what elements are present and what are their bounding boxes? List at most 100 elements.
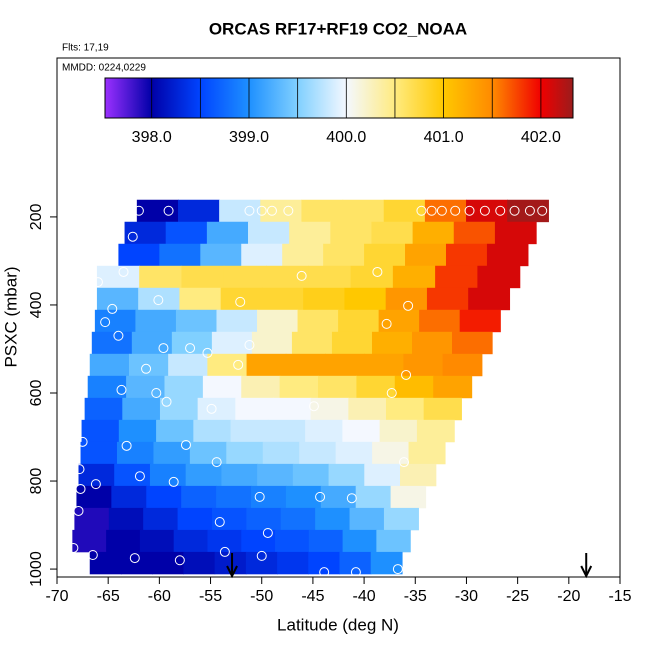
heat-cell <box>193 419 232 443</box>
heat-cell <box>81 419 120 443</box>
heat-cell <box>181 265 225 289</box>
x-tick-label: -70 <box>45 588 68 605</box>
heat-cell <box>378 309 420 333</box>
heat-cell <box>445 243 488 267</box>
x-tick-label: -60 <box>148 588 171 605</box>
heat-cell <box>423 397 462 421</box>
data-point <box>233 359 244 370</box>
data-point <box>450 205 461 216</box>
data-point <box>163 205 174 216</box>
data-point <box>426 205 437 216</box>
heat-cell <box>328 463 365 487</box>
data-point <box>495 205 506 216</box>
heat-cell <box>383 507 419 531</box>
heat-cell <box>315 507 351 531</box>
data-point <box>235 296 246 307</box>
heat-cell <box>139 265 183 289</box>
heat-cell <box>235 397 274 421</box>
heat-cell <box>330 221 373 245</box>
heat-cell <box>277 551 309 575</box>
colorbar-tick-label: 399.0 <box>229 129 269 146</box>
heat-cell <box>241 375 281 399</box>
heat-cell <box>72 529 107 553</box>
data-point <box>116 384 127 395</box>
heat-cell <box>376 529 411 553</box>
heat-cell <box>80 441 118 465</box>
colorbar-tick-label: 402.0 <box>521 129 561 146</box>
heat-cell <box>207 353 248 377</box>
heat-cell <box>299 441 337 465</box>
heat-cell <box>171 331 213 355</box>
heat-cell <box>118 243 160 267</box>
heat-cell <box>84 397 123 421</box>
data-point <box>153 295 164 306</box>
x-tick-label: -65 <box>97 588 120 605</box>
data-point <box>386 387 397 398</box>
data-point <box>68 542 79 553</box>
data-point <box>256 205 267 216</box>
heat-cell <box>385 287 428 311</box>
heat-cell <box>507 199 549 223</box>
data-point <box>308 401 319 412</box>
heat-cell <box>350 265 394 289</box>
data-point <box>118 266 129 277</box>
heat-cell <box>197 397 236 421</box>
data-point <box>100 317 111 328</box>
heat-cell <box>241 529 276 553</box>
heat-cell <box>468 287 511 311</box>
y-axis-label: PSXC (mbar) <box>1 266 20 367</box>
heat-cell <box>385 397 425 421</box>
arrow <box>226 553 238 579</box>
heat-cell <box>177 199 220 223</box>
heat-cell <box>152 551 185 575</box>
heat-cell <box>261 287 304 311</box>
heat-cell <box>124 221 167 245</box>
heat-cell <box>342 529 377 553</box>
heat-cell <box>118 419 157 443</box>
heat-cell <box>267 419 306 443</box>
heat-cell <box>453 221 496 245</box>
heat-cell <box>308 265 352 289</box>
heat-cell <box>139 529 175 553</box>
data-point <box>180 439 191 450</box>
heat-cell <box>370 551 403 575</box>
heat-cell <box>173 529 209 553</box>
x-tick-label: -30 <box>455 588 478 605</box>
data-point <box>134 471 145 482</box>
x-tick-label: -35 <box>404 588 427 605</box>
x-tick-label: -50 <box>250 588 273 605</box>
heat-cell <box>364 353 404 377</box>
heat-cell <box>111 485 147 509</box>
data-point <box>244 340 255 351</box>
data-point <box>509 205 520 216</box>
data-point <box>151 387 162 398</box>
x-tick-label: -45 <box>301 588 324 605</box>
heat-cell <box>435 265 479 289</box>
heat-cell <box>303 287 346 311</box>
heat-cell <box>331 331 373 355</box>
x-tick-label: -25 <box>506 588 529 605</box>
heat-cell <box>318 375 358 399</box>
heat-cell <box>159 243 201 267</box>
heat-cell <box>211 507 247 531</box>
heat-cell <box>74 507 110 531</box>
x-tick-label: -15 <box>608 588 631 605</box>
heat-cell <box>108 507 144 531</box>
heat-cell <box>339 551 372 575</box>
heat-cell <box>168 353 208 377</box>
data-point <box>315 491 326 502</box>
heat-cell <box>310 397 349 421</box>
heat-cell <box>179 287 222 311</box>
colorbar-tick-label: 401.0 <box>424 129 464 146</box>
data-point <box>296 270 307 281</box>
heat-cell <box>200 243 242 267</box>
x-tick-label: -55 <box>199 588 222 605</box>
heat-cell <box>371 331 413 355</box>
heat-cell <box>153 441 191 465</box>
arrow-head <box>580 565 593 579</box>
heat-cell <box>349 507 385 531</box>
data-point <box>283 205 294 216</box>
heat-cell <box>146 485 182 509</box>
